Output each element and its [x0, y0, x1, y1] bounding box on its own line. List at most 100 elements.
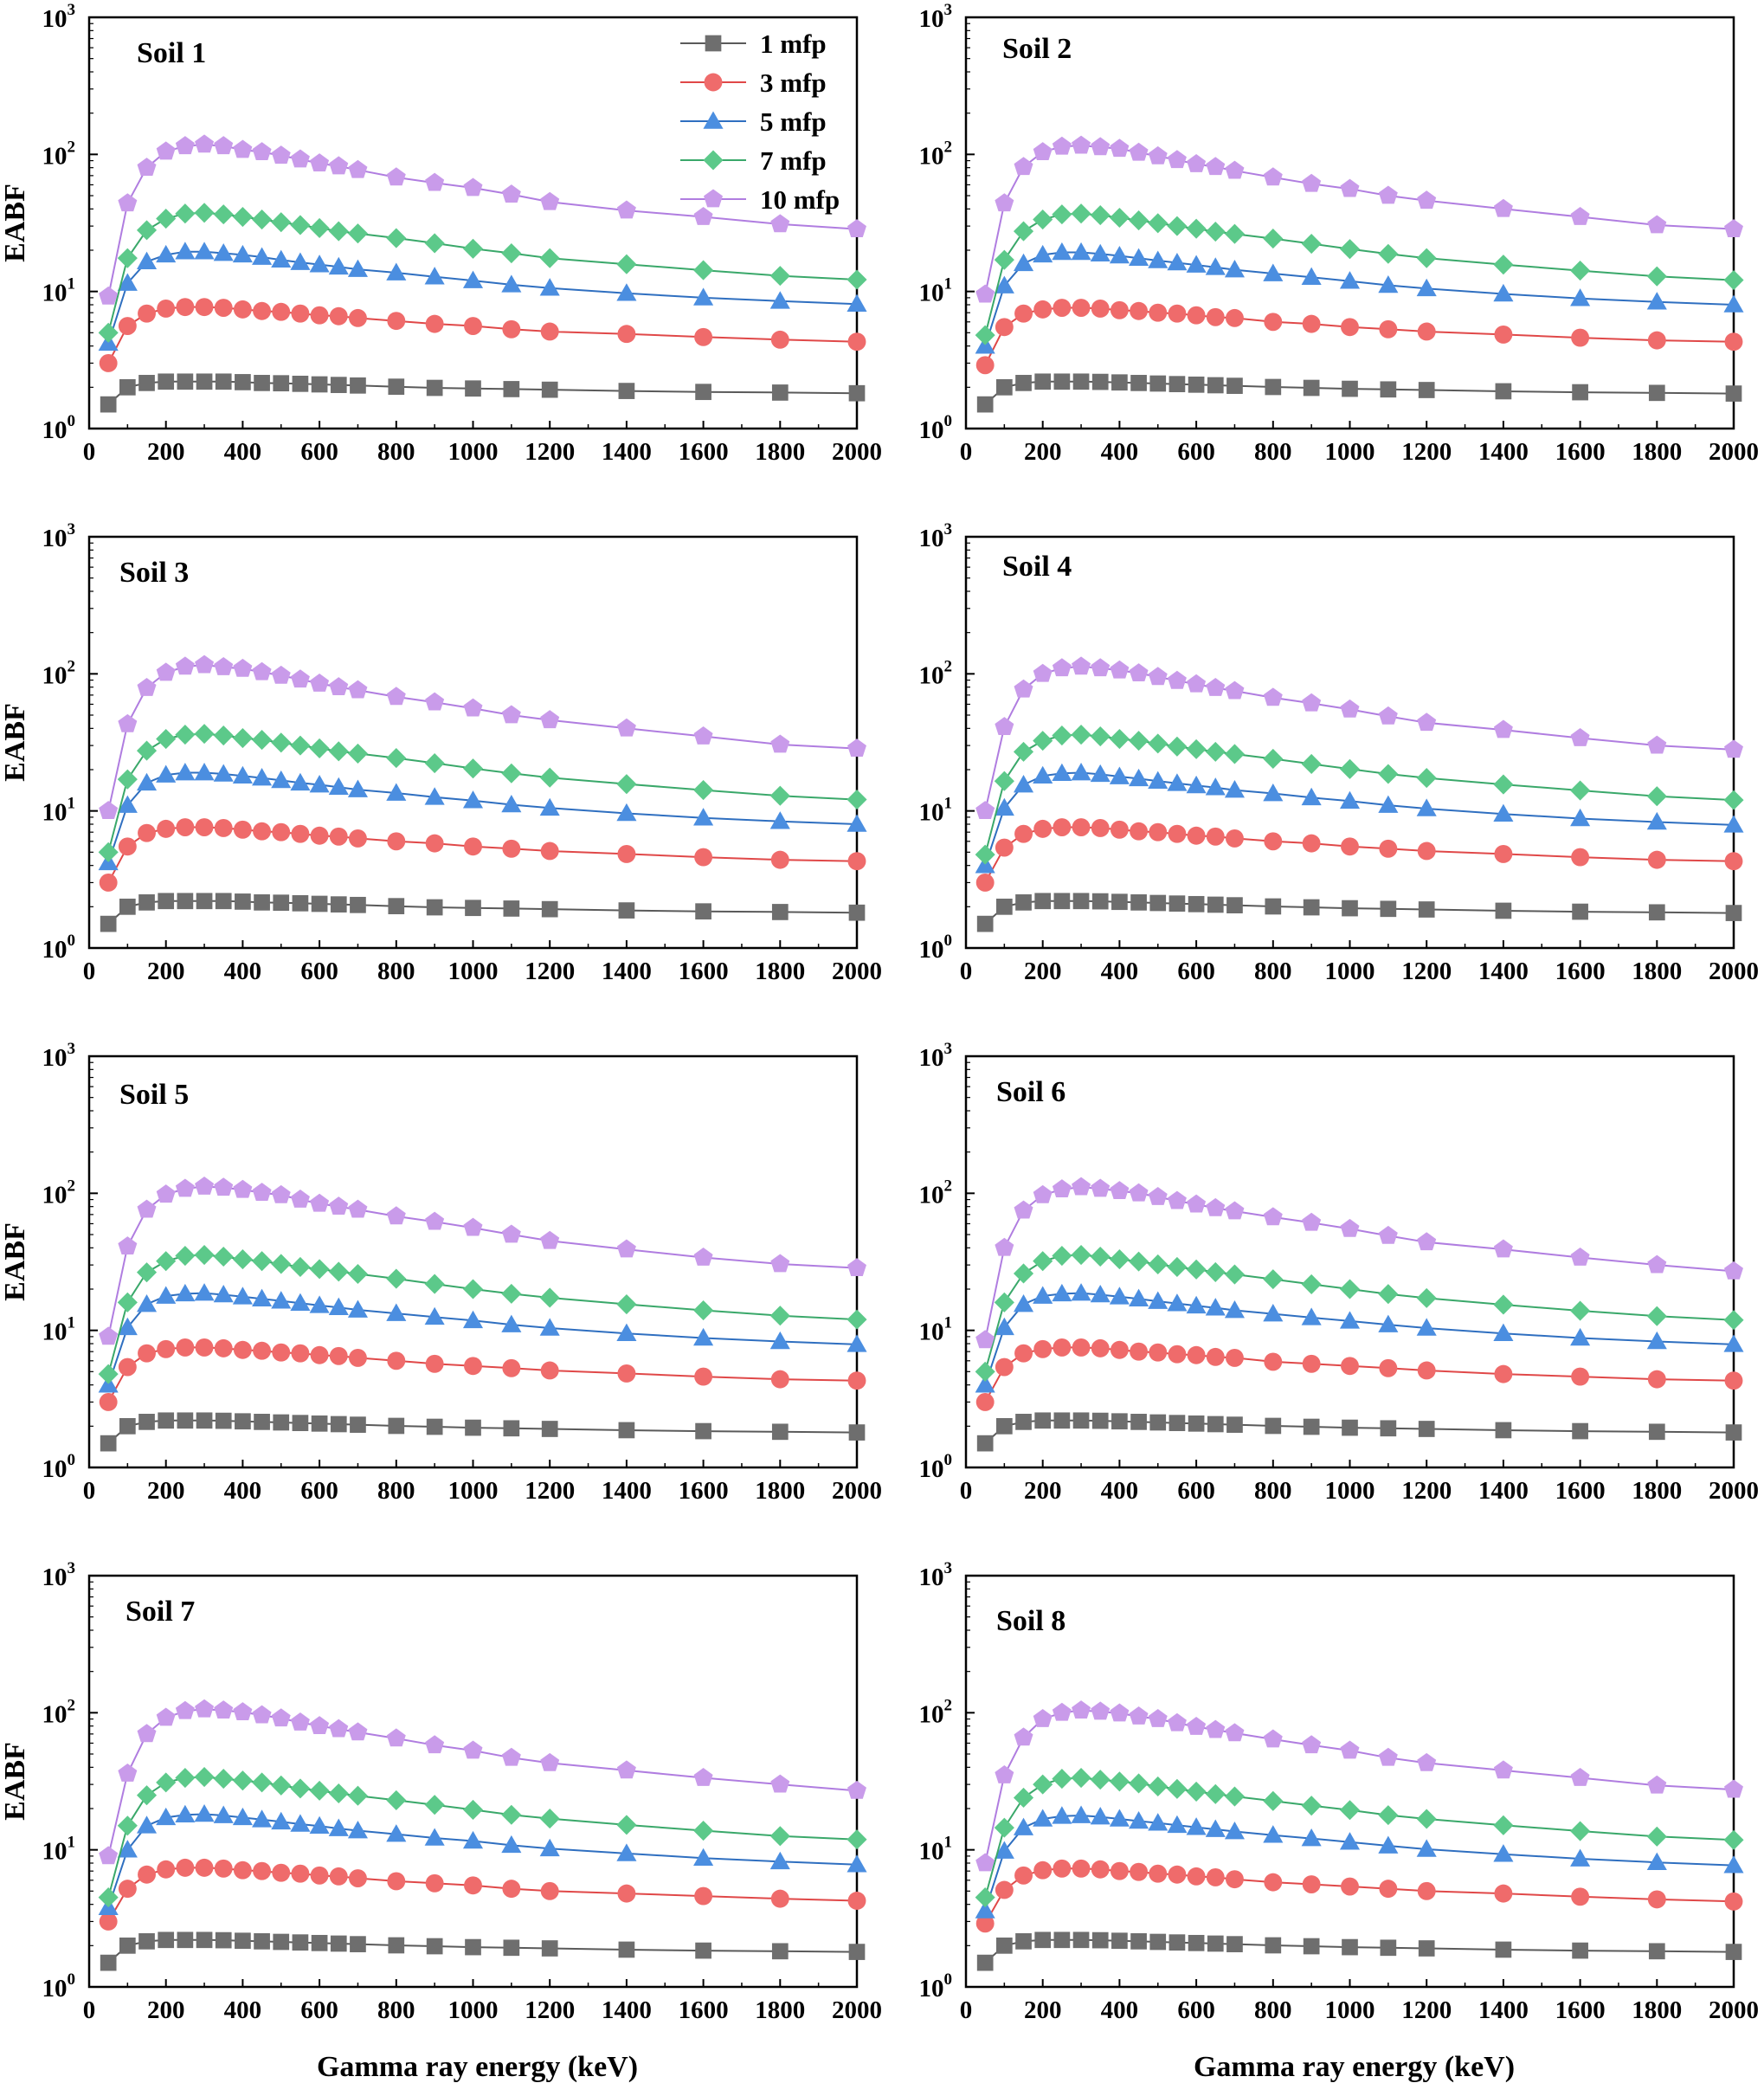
data-point [387, 832, 406, 851]
data-point [1148, 1254, 1168, 1274]
data-point [176, 818, 195, 836]
data-point [501, 1224, 521, 1243]
data-point [463, 177, 483, 197]
data-point [1167, 1712, 1187, 1732]
data-point [975, 1914, 995, 1933]
data-point [465, 380, 481, 397]
data-point [347, 1820, 368, 1839]
data-point [348, 1199, 368, 1218]
data-point [618, 1941, 635, 1958]
y-tick-exponent: 2 [944, 1177, 953, 1195]
y-tick-base: 10 [919, 280, 944, 307]
data-point [1494, 325, 1513, 344]
y-tick-label: 103 [42, 1559, 76, 1591]
data-point [1225, 1723, 1245, 1742]
y-tick-exponent: 1 [68, 275, 76, 293]
y-tick-base: 10 [42, 1975, 68, 2002]
data-point [196, 1931, 213, 1949]
data-point [1379, 1880, 1398, 1899]
y-tick-exponent: 1 [68, 1834, 76, 1852]
data-point [769, 811, 790, 829]
y-tick-base: 10 [919, 1319, 944, 1346]
series-line [107, 1292, 858, 1386]
data-point [386, 1728, 406, 1747]
y-tick-exponent: 1 [944, 275, 953, 293]
data-point [386, 167, 406, 186]
data-point [1013, 1263, 1034, 1284]
data-point [539, 278, 560, 296]
data-point [1013, 1787, 1034, 1809]
data-point [233, 820, 252, 839]
data-point [310, 826, 329, 845]
data-point [693, 780, 714, 801]
data-point [329, 1867, 348, 1886]
x-tick-label: 1800 [1632, 958, 1682, 985]
data-point [996, 1937, 1013, 1954]
data-point [1072, 1412, 1090, 1429]
y-tick-exponent: 2 [68, 657, 76, 675]
x-tick-label: 1000 [1325, 438, 1375, 466]
data-point [136, 772, 158, 791]
data-point [252, 768, 273, 786]
data-point [1033, 819, 1053, 838]
data-point [1493, 1294, 1514, 1315]
data-point [232, 727, 253, 749]
data-point [309, 738, 330, 758]
y-tick-base: 10 [919, 416, 944, 444]
data-point [1053, 1412, 1071, 1429]
data-point [233, 1340, 252, 1359]
data-point [1226, 829, 1244, 848]
data-point [1071, 1805, 1091, 1823]
data-point [616, 774, 637, 795]
data-point [290, 735, 311, 756]
x-tick-label: 0 [83, 958, 96, 985]
data-point [1206, 1347, 1225, 1366]
data-point [1129, 142, 1149, 161]
data-point [1495, 902, 1512, 919]
data-point [1226, 1936, 1243, 1952]
data-point [771, 1943, 789, 1960]
data-point [1052, 1283, 1072, 1302]
x-tick-label: 400 [224, 1477, 262, 1505]
data-point [975, 284, 995, 303]
data-point [252, 730, 273, 751]
y-tick-label: 100 [42, 932, 76, 964]
data-point [464, 837, 482, 856]
data-point [1341, 837, 1359, 856]
data-point [1571, 1887, 1590, 1906]
data-point [847, 1334, 867, 1352]
data-point [1724, 1892, 1743, 1911]
data-point [349, 829, 367, 848]
data-point [388, 378, 405, 396]
data-point [1168, 1934, 1186, 1951]
data-point [1340, 1740, 1360, 1759]
data-point [1186, 738, 1207, 759]
data-point [232, 1807, 253, 1826]
panel-title: Soil 4 [1002, 551, 1072, 583]
data-point [1378, 1225, 1398, 1244]
data-point [235, 1413, 251, 1430]
data-point [847, 1829, 867, 1850]
series-line [984, 1292, 1735, 1386]
data-point [290, 1778, 311, 1799]
data-point [424, 1828, 445, 1846]
data-point [1416, 278, 1437, 297]
data-point [386, 1790, 407, 1810]
data-point [618, 383, 635, 399]
data-point [1013, 1817, 1034, 1835]
data-point [1167, 252, 1188, 271]
data-point [1187, 1194, 1207, 1213]
data-point [1723, 1829, 1744, 1850]
data-point [540, 842, 559, 861]
data-point [617, 844, 636, 863]
data-point [1264, 1873, 1283, 1892]
data-point [292, 375, 309, 392]
data-point [177, 1412, 194, 1429]
y-tick-label: 101 [919, 795, 953, 827]
data-point [1302, 693, 1322, 712]
data-point [1378, 1747, 1398, 1766]
data-point [1033, 300, 1053, 319]
data-point [769, 291, 790, 309]
data-point [1071, 762, 1091, 781]
data-point [1033, 663, 1053, 682]
